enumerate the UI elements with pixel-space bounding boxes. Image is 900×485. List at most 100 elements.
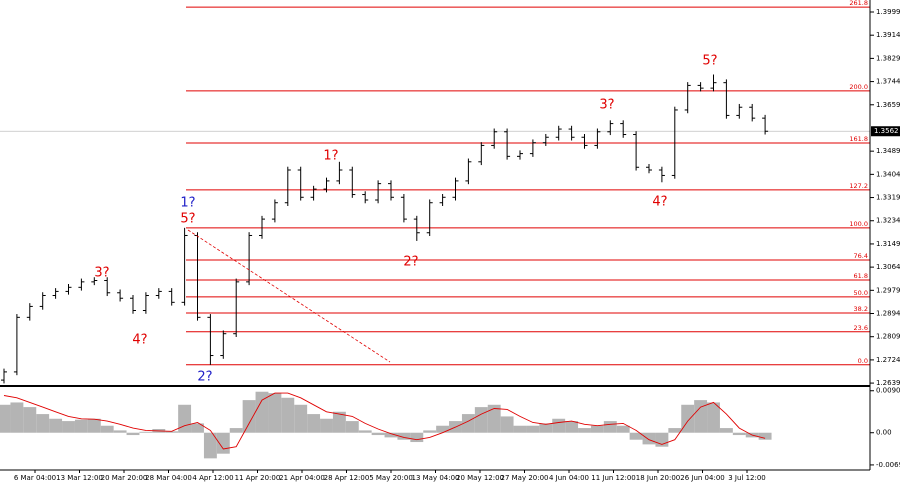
macd-bar (113, 430, 127, 433)
y-tick-label: 1.2809 (876, 333, 900, 341)
fib-label: 50.0 (854, 289, 868, 297)
x-tick-label: 11 Jun 12:00 (591, 474, 635, 482)
macd-bar (23, 407, 37, 433)
macd-bar (590, 425, 604, 433)
wave-label: 3? (94, 266, 109, 281)
macd-bar (345, 421, 359, 433)
x-tick-label: 13 Mar 12:00 (56, 474, 103, 482)
y-tick-label: 1.3659 (876, 101, 900, 109)
macd-bar (474, 407, 488, 433)
y-tick-label: 1.3404 (876, 170, 900, 178)
macd-bar (384, 432, 398, 438)
macd-bar (358, 430, 372, 433)
macd-bar (126, 432, 140, 436)
macd-bar (758, 432, 772, 440)
macd-bar (552, 418, 566, 433)
y-tick-label: 1.3489 (876, 147, 900, 155)
wave-label: 2? (197, 370, 212, 385)
wave-label: 5? (702, 54, 717, 69)
macd-bar (603, 421, 617, 433)
y-tick-label: 1.3319 (876, 194, 900, 202)
fib-label: 200.0 (849, 83, 868, 91)
macd-bar (461, 414, 475, 433)
macd-bar (100, 425, 114, 433)
macd-bar (616, 425, 630, 433)
macd-bar (10, 402, 24, 433)
macd-bar (203, 432, 217, 459)
wave-label: 1? (323, 149, 338, 164)
y-tick-label: 1.3829 (876, 54, 900, 62)
macd-signal (3, 392, 766, 450)
y-tick-label: 1.3914 (876, 31, 900, 39)
macd-y-tick-label: -0.00691 (876, 461, 900, 469)
y-tick-label: 1.3064 (876, 263, 900, 271)
y-tick-label: 1.2894 (876, 310, 900, 318)
x-tick-label: 18 Jun 20:00 (636, 474, 680, 482)
macd-bar (539, 423, 553, 433)
macd-bar (139, 431, 153, 433)
y-tick-label: 1.3149 (876, 240, 900, 248)
macd-bar (526, 425, 540, 433)
x-tick-label: 4 Apr 12:00 (192, 474, 233, 482)
x-tick-label: 28 Mar 04:00 (145, 474, 192, 482)
macd-bar (178, 404, 192, 433)
fib-label: 261.8 (849, 0, 868, 7)
macd-y-tick-label: 0.00 (876, 429, 892, 437)
macd-bar (694, 400, 708, 433)
y-tick-label: 1.3999 (876, 8, 900, 16)
macd-bar (629, 432, 643, 440)
x-tick-label: 28 Apr 12:00 (324, 474, 370, 482)
y-tick-label: 1.2724 (876, 356, 900, 364)
y-tick-label: 1.3234 (876, 217, 900, 225)
fib-label: 38.2 (854, 305, 868, 313)
y-tick-label: 1.2639 (876, 379, 900, 387)
macd-bar (423, 430, 437, 433)
x-tick-label: 4 Jun 04:00 (549, 474, 589, 482)
macd-bar (242, 400, 256, 433)
macd-bar (0, 404, 11, 433)
wave-label: 1? (180, 196, 195, 211)
macd-bar (229, 428, 243, 433)
fib-label: 23.6 (854, 324, 868, 332)
macd-bar (332, 411, 346, 433)
x-tick-label: 21 Apr 04:00 (279, 474, 325, 482)
macd-bar (371, 432, 385, 436)
wave-label: 5? (180, 212, 195, 227)
macd-bar (165, 431, 179, 433)
x-tick-label: 27 May 20:00 (500, 474, 548, 482)
fib-label: 0.0 (858, 357, 868, 365)
macd-bar (681, 404, 695, 433)
x-tick-label: 26 Jun 04:00 (680, 474, 724, 482)
trend-line (187, 229, 391, 363)
macd-bar (487, 404, 501, 433)
x-tick-label: 20 May 12:00 (456, 474, 504, 482)
macd-bar (436, 425, 450, 433)
macd-bar (320, 418, 333, 433)
x-tick-label: 11 Apr 20:00 (235, 474, 281, 482)
fib-label: 100.0 (849, 220, 868, 228)
x-tick-label: 3 Jul 12:00 (728, 474, 766, 482)
macd-bar (49, 418, 63, 433)
wave-label: 2? (403, 255, 418, 270)
macd-bar (87, 418, 101, 433)
y-tick-label: 1.3744 (876, 78, 900, 86)
macd-bar (281, 397, 295, 433)
last-price-box (871, 126, 900, 137)
fib-label: 127.2 (849, 182, 868, 190)
wave-label: 4? (132, 333, 147, 348)
macd-bar (732, 432, 746, 436)
fib-label: 161.8 (849, 135, 868, 143)
x-tick-label: 6 Mar 04:00 (14, 474, 56, 482)
macd-bar (268, 393, 282, 433)
macd-bar (500, 416, 514, 433)
macd-bar (307, 414, 321, 433)
macd-bar (707, 402, 720, 433)
macd-bar (565, 421, 579, 433)
macd-bar (191, 423, 204, 433)
macd-bar (513, 425, 527, 433)
wave-label: 3? (599, 98, 614, 113)
macd-bar (410, 432, 424, 443)
